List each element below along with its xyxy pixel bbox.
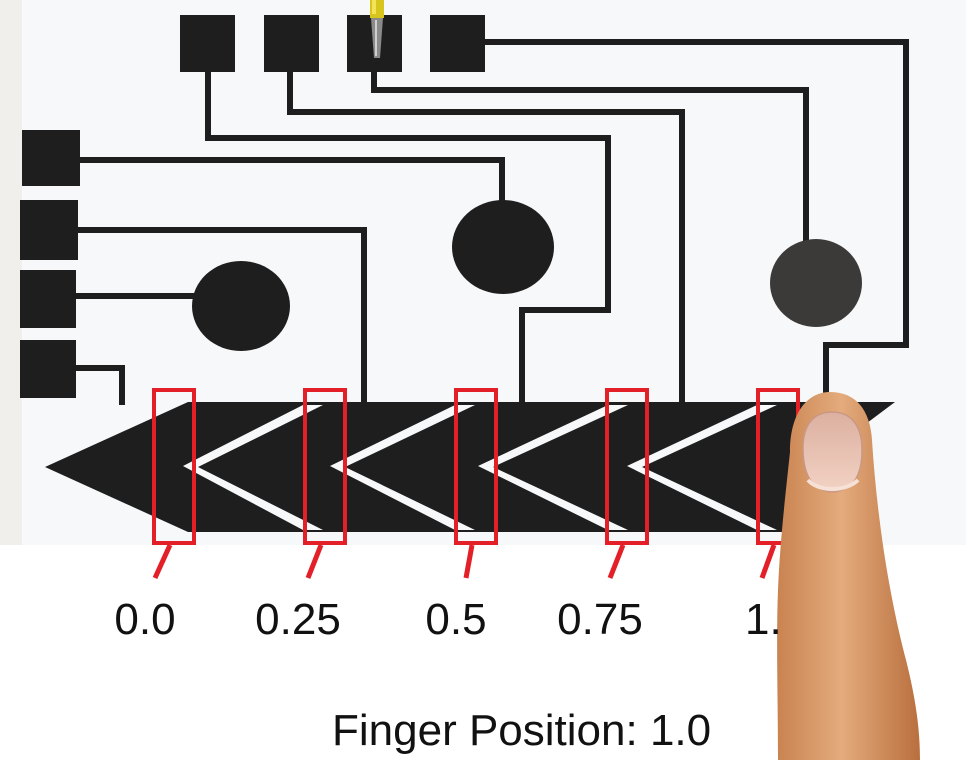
left-pad-1 [22,130,80,186]
position-tick-0 [152,543,173,580]
contact-pads [20,15,862,398]
position-tick-4 [759,544,777,579]
position-label-1-0: 1. [745,595,782,644]
left-pad-4 [20,340,76,398]
circuit-traces [76,39,909,405]
position-marker-1 [303,388,347,545]
position-tick-2 [463,544,475,579]
position-label-0-25: 0.25 [255,595,341,644]
position-marker-3 [605,388,649,545]
position-label-0-75: 0.75 [557,595,643,644]
slider-electrode [45,402,895,532]
round-electrode-3 [770,239,862,327]
left-pad-2 [20,200,78,260]
position-label-0-5: 0.5 [425,595,487,644]
position-tick-3 [607,544,626,579]
left-pad-3 [20,270,76,328]
finger-position-readout: Finger Position: 1.0 [332,706,711,756]
finger-position-label: Finger Position: [332,706,638,755]
finger-icon [777,392,920,760]
top-pad-1 [180,15,235,72]
pushpin-icon [370,0,384,58]
position-marker-2 [454,388,498,545]
position-label-0: 0.0 [114,595,176,644]
position-marker-0 [152,388,196,545]
position-tick-1 [305,544,324,579]
top-pad-2 [264,15,319,72]
finger-position-value: 1.0 [649,706,712,755]
round-electrode-1 [192,261,290,351]
round-electrode-2 [452,200,554,294]
top-pad-4 [430,15,485,72]
